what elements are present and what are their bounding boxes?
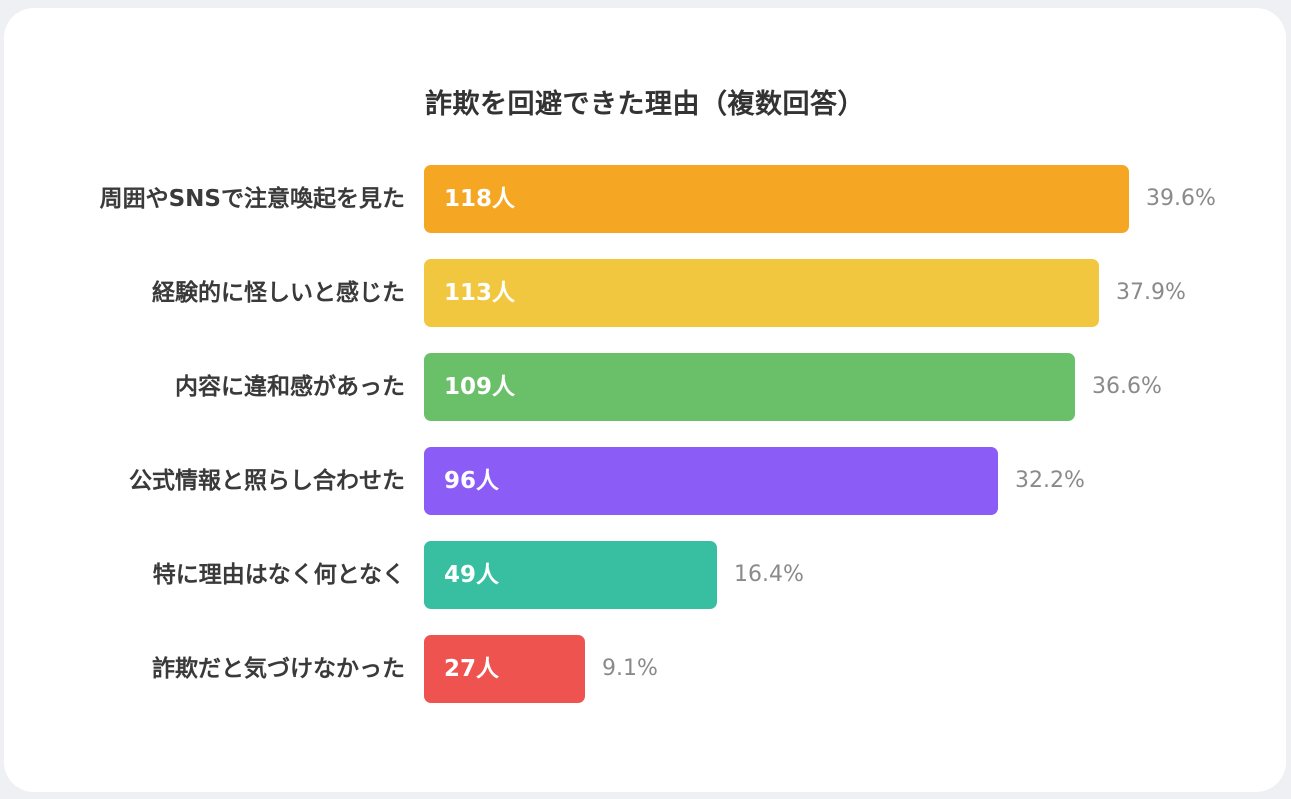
category-label: 内容に違和感があった [175,374,405,400]
category-label: 周囲やSNSで注意喚起を見た [99,186,405,212]
percent-label: 36.6% [1092,374,1162,399]
bar-row: 内容に違和感があった 109人 36.6% [4,353,1286,421]
bar-count-label: 96人 [444,468,500,494]
bar-row: 周囲やSNSで注意喚起を見た 118人 39.6% [4,165,1286,233]
bar: 118人 [424,165,1129,233]
bar: 96人 [424,447,998,515]
chart-title: 詐欺を回避できた理由（複数回答） [425,89,865,120]
bar: 49人 [424,541,717,609]
percent-label: 37.9% [1116,280,1186,305]
percent-label: 32.2% [1015,468,1085,493]
bar: 113人 [424,259,1099,327]
chart-card: 詐欺を回避できた理由（複数回答） 周囲やSNSで注意喚起を見た 118人 39.6%… [4,8,1286,792]
percent-label: 39.6% [1146,186,1216,211]
bar: 27人 [424,635,585,703]
bar-count-label: 49人 [444,562,500,588]
bar-count-label: 109人 [444,374,516,400]
bar-row: 詐欺だと気づけなかった 27人 9.1% [4,635,1286,703]
category-label: 詐欺だと気づけなかった [152,656,405,682]
category-label: 特に理由はなく何となく [152,562,405,588]
bar-count-label: 27人 [444,656,500,682]
category-label: 公式情報と照らし合わせた [129,468,405,494]
bar-count-label: 118人 [444,186,516,212]
bar-count-label: 113人 [444,280,516,306]
percent-label: 16.4% [734,562,804,587]
percent-label: 9.1% [602,656,658,681]
bar-row: 経験的に怪しいと感じた 113人 37.9% [4,259,1286,327]
bar: 109人 [424,353,1075,421]
bar-row: 公式情報と照らし合わせた 96人 32.2% [4,447,1286,515]
bar-row: 特に理由はなく何となく 49人 16.4% [4,541,1286,609]
category-label: 経験的に怪しいと感じた [152,280,405,306]
